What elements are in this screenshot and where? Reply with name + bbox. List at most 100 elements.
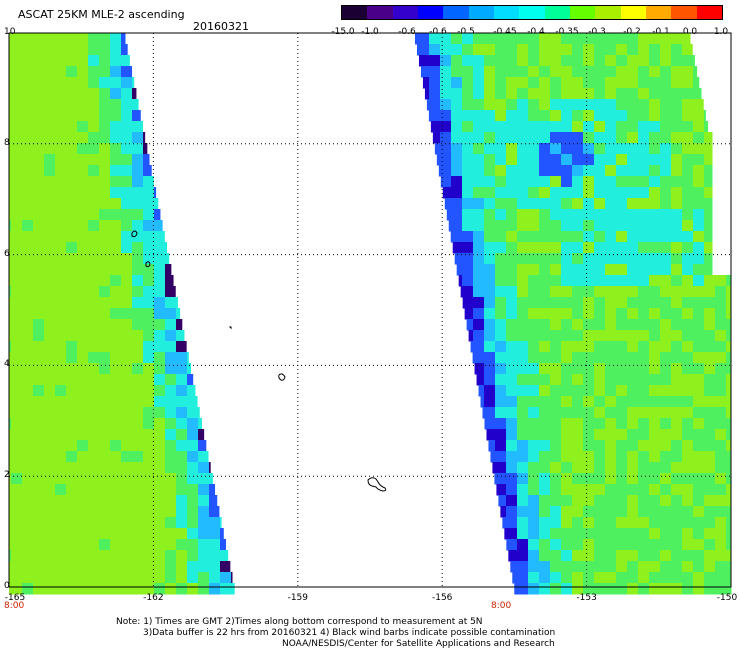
swath-cell	[528, 462, 540, 474]
swath-cell	[121, 176, 133, 188]
swath-cell	[77, 440, 89, 452]
swath-cell	[55, 462, 67, 474]
swath-cell	[99, 506, 111, 518]
swath-cell	[539, 209, 551, 221]
swath-cell	[561, 209, 573, 221]
swath-cell	[561, 451, 573, 463]
swath-cell	[231, 583, 235, 595]
swath-cell	[638, 462, 650, 474]
swath-cell	[594, 572, 606, 584]
swath-cell	[462, 209, 474, 221]
swath-cell	[484, 66, 496, 78]
swath-cell	[121, 253, 133, 265]
swath-cell	[99, 385, 111, 397]
swath-cell	[462, 242, 474, 254]
swath-cell	[506, 209, 518, 221]
swath-cell	[528, 176, 540, 188]
swath-cell	[187, 473, 199, 485]
swath-cell	[44, 319, 56, 331]
swath-cell	[550, 198, 562, 210]
swath-cell	[66, 198, 78, 210]
swath-cell	[99, 462, 111, 474]
swath-cell	[539, 286, 551, 298]
swath-cell	[444, 198, 452, 210]
swath-cell	[682, 176, 694, 188]
swath-cell	[517, 176, 529, 188]
swath-cell	[506, 220, 518, 232]
swath-cell	[77, 77, 89, 89]
swath-cell	[649, 231, 661, 243]
swath-cell	[440, 66, 452, 78]
swath-cell	[649, 264, 661, 276]
swath-cell	[506, 110, 518, 122]
swath-cell	[561, 550, 573, 562]
swath-cell	[187, 462, 199, 474]
swath-cell	[704, 429, 716, 441]
swath-cell	[488, 440, 496, 452]
swath-cell	[583, 374, 595, 386]
swath-cell	[715, 363, 727, 375]
swath-cell	[638, 121, 650, 133]
swath-cell	[605, 539, 617, 551]
swath-cell	[660, 55, 672, 67]
swath-cell	[671, 297, 683, 309]
swath-cell	[704, 473, 716, 485]
swath-cell	[9, 165, 12, 177]
swath-cell	[121, 539, 133, 551]
swath-cell	[517, 528, 529, 540]
swath-cell	[66, 418, 78, 430]
swath-cell	[77, 363, 89, 375]
swath-cell	[594, 264, 606, 276]
notes: Note: 1) Times are GMT 2)Times along bot…	[116, 617, 555, 650]
swath-cell	[704, 231, 713, 243]
swath-cell	[572, 297, 584, 309]
swath-cell	[9, 275, 12, 287]
swath-cell	[22, 374, 34, 386]
swath-cell	[99, 231, 111, 243]
swath-cell	[671, 121, 683, 133]
swath-cell	[583, 561, 595, 573]
swath-cell	[671, 110, 683, 122]
swath-cell	[506, 143, 518, 155]
swath-cell	[517, 264, 529, 276]
swath-cell	[638, 242, 650, 254]
swath-cell	[638, 396, 650, 408]
swath-cell	[506, 319, 518, 331]
swath-cell	[506, 462, 518, 474]
swath-cell	[88, 297, 100, 309]
swath-cell	[550, 187, 562, 199]
swath-cell	[561, 143, 573, 155]
swath-cell	[198, 572, 210, 584]
swath-cell	[33, 352, 45, 364]
swath-cell	[704, 462, 716, 474]
swath-cell	[682, 77, 694, 89]
swath-cell	[638, 572, 650, 584]
swath-cell	[451, 110, 463, 122]
swath-cell	[154, 187, 157, 199]
swath-cell	[176, 550, 188, 562]
swath-cell	[572, 539, 584, 551]
swath-cell	[473, 88, 485, 100]
swath-cell	[11, 363, 23, 375]
swath-cell	[726, 341, 732, 353]
swath-cell	[550, 528, 562, 540]
swath-cell	[88, 286, 100, 298]
swath-cell	[416, 44, 419, 56]
swath-cell	[583, 484, 595, 496]
swath-cell	[110, 341, 122, 353]
swath-cell	[77, 132, 89, 144]
swath-cell	[88, 132, 100, 144]
swath-cell	[110, 242, 122, 254]
swath-cell	[715, 341, 727, 353]
swath-cell	[462, 88, 474, 100]
swath-cell	[671, 418, 683, 430]
swath-cell	[121, 132, 133, 144]
swath-cell	[99, 33, 111, 45]
swath-cell	[649, 572, 661, 584]
swath-cell	[492, 462, 496, 474]
swath-cell	[638, 275, 650, 287]
swath-cell	[11, 418, 23, 430]
swath-cell	[154, 319, 166, 331]
swath-cell	[693, 220, 705, 232]
swath-cell	[605, 528, 617, 540]
